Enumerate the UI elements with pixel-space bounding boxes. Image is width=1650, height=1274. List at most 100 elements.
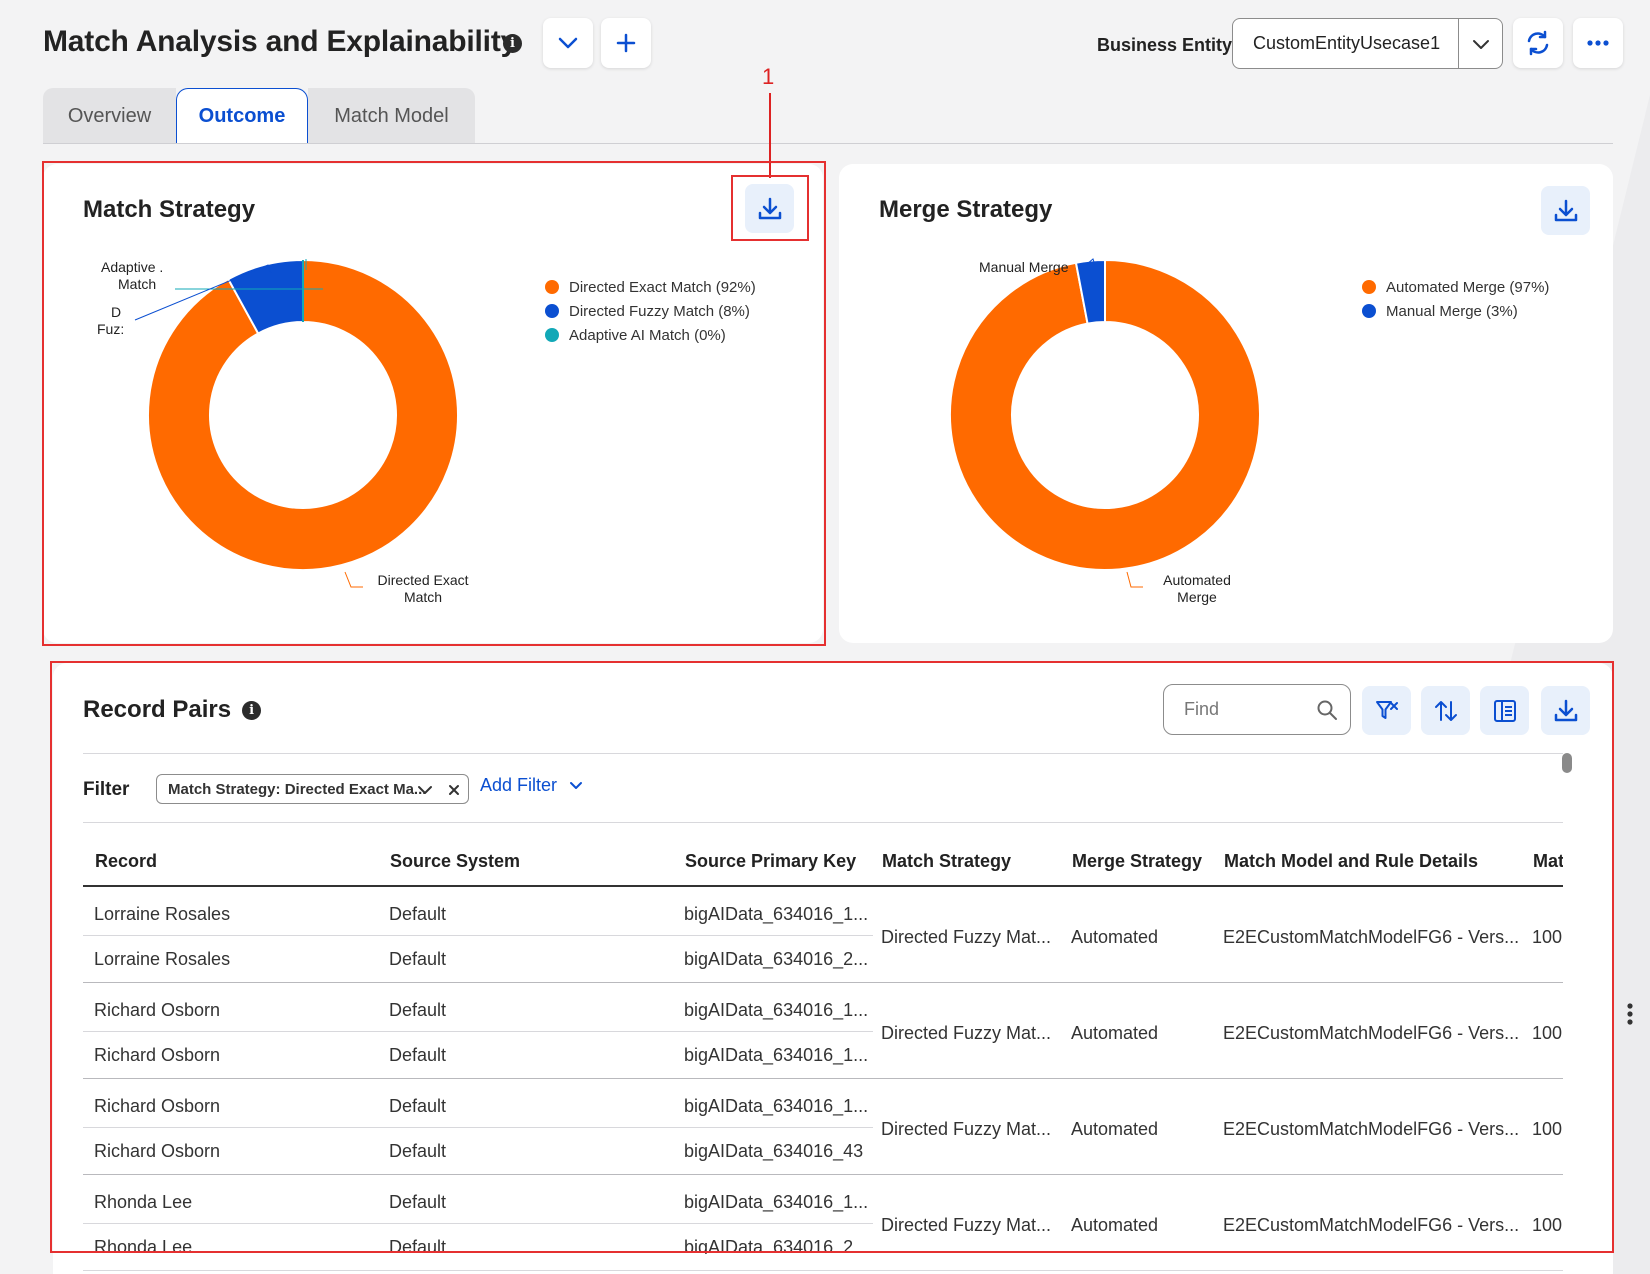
record-name: Lorraine Rosales [94, 904, 231, 924]
merge-strategy-download-button[interactable] [1541, 186, 1590, 235]
row-divider [83, 1031, 873, 1032]
tab-outcome[interactable]: Outcome [176, 88, 308, 144]
row-divider [83, 1223, 873, 1224]
match-model-cell: E2ECustomMatchModelFG6 - Vers... [1223, 1215, 1520, 1235]
record-pairs-title: Record Pairs i [83, 696, 262, 724]
record-name: Rhonda Lee [94, 1192, 193, 1212]
column-header-source-system[interactable]: Source System [390, 851, 521, 871]
add-filter-button[interactable]: Add Filter [480, 775, 583, 796]
match-strategy-cell: Directed Fuzzy Mat... [881, 1215, 1052, 1235]
donut-slice[interactable] [949, 258, 1261, 571]
download-icon [1554, 199, 1577, 221]
record-pairs-download-button[interactable] [1541, 686, 1590, 735]
match-model-cell: E2ECustomMatchModelFG6 - Vers... [1223, 1023, 1520, 1043]
group-divider [83, 1174, 1563, 1175]
sort-icon [1434, 700, 1457, 721]
chevron-down-icon[interactable] [417, 783, 433, 797]
legend-item[interactable]: Directed Exact Match (92%) [545, 275, 756, 299]
tab-overview[interactable]: Overview [43, 88, 176, 144]
more-horizontal-icon [1587, 40, 1609, 46]
record-name: Richard Osborn [94, 1000, 221, 1020]
chevron-down-icon [1473, 40, 1489, 49]
legend-dot [545, 328, 559, 342]
source-system: Default [389, 949, 447, 969]
download-icon [1554, 699, 1577, 721]
exact-slice-label-2: Match [404, 589, 442, 605]
source-primary-key: bigAIData_634016_1... [684, 1045, 869, 1065]
legend-dot [1362, 304, 1376, 318]
page-title: Match Analysis and Explainability [43, 25, 518, 58]
column-header-match-score[interactable]: Mat [1533, 851, 1563, 871]
column-header-record[interactable]: Record [95, 851, 158, 871]
more-vertical-icon[interactable] [1627, 1003, 1633, 1025]
toolbar-divider [83, 753, 1563, 754]
merge-strategy-legend: Automated Merge (97%) Manual Merge (3%) [1362, 275, 1549, 323]
title-dropdown-button[interactable] [543, 18, 593, 68]
tabs-divider [43, 143, 1613, 144]
clear-filter-button[interactable] [1362, 686, 1411, 735]
refresh-button[interactable] [1513, 18, 1563, 68]
match-score-cell: 100 [1532, 927, 1563, 947]
filter-clear-icon [1375, 700, 1398, 719]
record-name: Richard Osborn [94, 1141, 221, 1161]
legend-item[interactable]: Automated Merge (97%) [1362, 275, 1549, 299]
match-strategy-donut-chart: Adaptive . Match D Fuz: Directed Exact M… [97, 258, 469, 605]
column-header-merge-strategy[interactable]: Merge Strategy [1072, 851, 1203, 871]
source-system: Default [389, 1192, 447, 1212]
callout-number: 1 [762, 64, 775, 89]
legend-item[interactable]: Directed Fuzzy Match (8%) [545, 299, 756, 323]
filter-chip[interactable]: Match Strategy: Directed Exact Ma... [156, 774, 469, 804]
donut-slice[interactable] [147, 258, 459, 571]
info-icon[interactable]: i [242, 700, 262, 720]
column-header-match-model[interactable]: Match Model and Rule Details [1224, 851, 1479, 871]
legend-label: Directed Fuzzy Match (8%) [569, 302, 750, 320]
search-icon[interactable] [1316, 699, 1338, 721]
merge-strategy-cell: Automated [1071, 1023, 1159, 1043]
merge-strategy-cell: Automated [1071, 1215, 1159, 1235]
business-entity-value: CustomEntityUsecase1 [1253, 33, 1441, 53]
source-primary-key: bigAIData_634016_1... [684, 1096, 869, 1116]
columns-button[interactable] [1480, 686, 1529, 735]
row-divider [83, 1127, 873, 1128]
column-header-match-strategy[interactable]: Match Strategy [882, 851, 1012, 871]
merge-strategy-cell: Automated [1071, 927, 1159, 947]
add-button[interactable] [601, 18, 651, 68]
filter-label: Filter [83, 779, 130, 800]
donut-slice[interactable] [1074, 258, 1106, 325]
vertical-scrollbar[interactable] [1562, 753, 1572, 773]
legend-dot [545, 304, 559, 318]
callout-line [769, 93, 771, 178]
match-strategy-download-button[interactable] [745, 184, 794, 233]
sort-button[interactable] [1421, 686, 1470, 735]
columns-panel-icon [1493, 699, 1516, 722]
merge-strategy-cell: Automated [1071, 1119, 1159, 1139]
legend-item[interactable]: Adaptive AI Match (0%) [545, 323, 756, 347]
merge-strategy-title: Merge Strategy [879, 196, 1053, 223]
info-icon[interactable]: i [503, 34, 522, 53]
source-system: Default [389, 904, 447, 924]
source-primary-key: bigAIData_634016_2... [684, 949, 869, 969]
find-input[interactable] [1184, 699, 1314, 720]
legend-item[interactable]: Manual Merge (3%) [1362, 299, 1549, 323]
more-options-button[interactable] [1573, 18, 1623, 68]
close-icon[interactable] [448, 784, 460, 796]
row-divider [83, 935, 873, 936]
match-score-cell: 100 [1532, 1215, 1563, 1235]
source-primary-key: bigAIData_634016_1... [684, 1000, 869, 1020]
match-model-cell: E2ECustomMatchModelFG6 - Vers... [1223, 927, 1520, 947]
business-entity-select[interactable]: CustomEntityUsecase1 [1232, 18, 1503, 69]
plus-icon [616, 33, 636, 53]
group-divider [83, 982, 1563, 983]
record-pairs-title-text: Record Pairs [83, 696, 232, 723]
adaptive-slice-label-2: Match [118, 276, 156, 292]
tab-match-model[interactable]: Match Model [308, 88, 475, 144]
record-pairs-card [53, 663, 1613, 1274]
legend-dot [545, 280, 559, 294]
add-filter-label: Add Filter [480, 775, 558, 795]
find-field[interactable] [1163, 684, 1351, 735]
source-primary-key: bigAIData_634016_2... [684, 1237, 869, 1254]
record-name: Richard Osborn [94, 1096, 221, 1116]
column-header-source-primary-key[interactable]: Source Primary Key [685, 851, 857, 871]
match-strategy-cell: Directed Fuzzy Mat... [881, 1119, 1052, 1139]
